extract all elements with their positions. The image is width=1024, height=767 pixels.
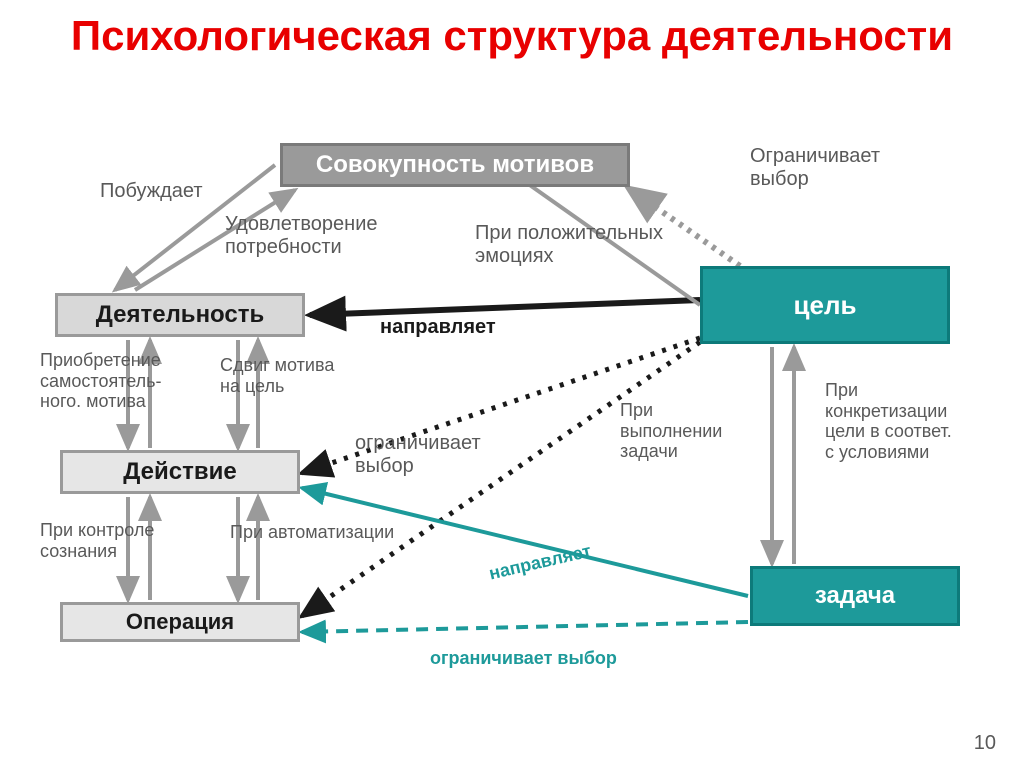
label-l_udovl: Удовлетворение потребности: [225, 213, 378, 259]
node-task: задача: [750, 566, 960, 626]
label-l_sdvig: Сдвиг мотива на цель: [220, 355, 334, 396]
label-l_ogran_mid: ограничивает выбор: [355, 432, 481, 478]
label-l_ogran_bot: ограничивает выбор: [430, 648, 617, 669]
arrow-18: [302, 622, 748, 632]
label-l_vypoln: При выполнении задачи: [620, 400, 722, 462]
label-l_napravl: направляет: [380, 316, 496, 339]
node-goal: цель: [700, 266, 950, 344]
label-l_napravl2: направляет: [487, 541, 593, 585]
label-l_ogran_top: Ограничивает выбор: [750, 145, 880, 191]
page-number: 10: [974, 732, 996, 755]
label-l_polozh: При положительных эмоциях: [475, 222, 663, 268]
arrow-2: [310, 300, 700, 315]
diagram-title: Психологическая структура деятельности: [0, 0, 1024, 60]
label-l_kontrol: При контроле сознания: [40, 520, 154, 561]
node-motives: Совокупность мотивов: [280, 143, 630, 187]
node-operation: Операция: [60, 602, 300, 642]
label-l_konkret: При конкретизации цели в соответ. с усло…: [825, 380, 952, 463]
label-l_priobr: Приобретение самостоятель- ного. мотива: [40, 350, 162, 412]
label-l_avtomat: При автоматизации: [230, 522, 394, 543]
node-activity: Деятельность: [55, 293, 305, 337]
node-action: Действие: [60, 450, 300, 494]
label-l_pobuject: Побуждает: [100, 180, 203, 203]
